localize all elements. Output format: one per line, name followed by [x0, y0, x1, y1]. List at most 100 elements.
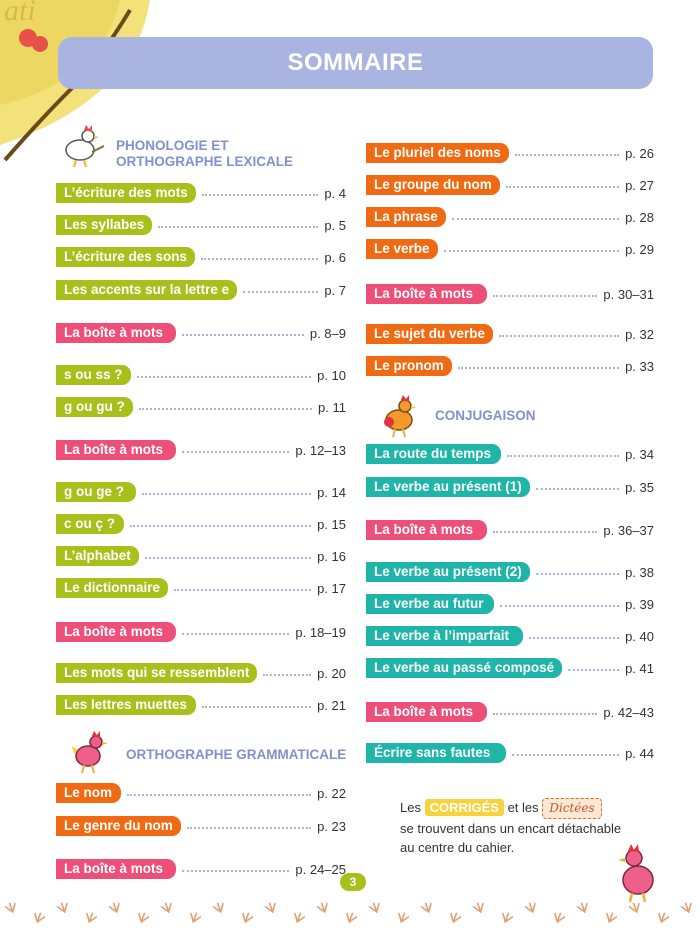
toc-entry[interactable]: Le groupe du nom p. 27 [366, 175, 654, 195]
hen-icon [618, 844, 654, 903]
toc-entry[interactable]: La boîte à mots p. 24–25 [56, 859, 346, 879]
footprint-mark [628, 902, 640, 913]
toc-entry[interactable]: La route du temps p. 34 [366, 444, 654, 464]
toc-entry-title: La boîte à mots [366, 702, 487, 722]
toc-entry-page: p. 11 [318, 399, 346, 415]
toc-entry[interactable]: Le sujet du verbe p. 32 [366, 324, 654, 344]
toc-entry-title: Le dictionnaire [56, 578, 169, 598]
toc-entry-page: p. 6 [324, 249, 346, 265]
toc-entry-page: p. 42–43 [603, 704, 654, 720]
page-number: 3 [340, 873, 366, 891]
toc-entry-title: L’écriture des sons [56, 247, 196, 267]
toc-entry[interactable]: Le verbe au passé composé p. 41 [366, 658, 654, 678]
toc-entry[interactable]: L’écriture des sons p. 6 [56, 247, 346, 267]
toc-entry[interactable]: L’écriture des mots p. 4 [56, 183, 346, 203]
section-orthographe-grammaticale: ORTHOGRAPHE GRAMMATICALE [68, 728, 346, 776]
leader-dots [182, 633, 290, 635]
toc-entry-page: p. 5 [324, 217, 346, 233]
footprint-mark [472, 902, 484, 913]
section-title-line: ORTHOGRAPHE LEXICALE [116, 154, 294, 169]
toc-entry[interactable]: La boîte à mots p. 30–31 [366, 284, 654, 304]
footprint-mark [160, 902, 172, 913]
toc-entry-title: Le verbe au présent (1) [366, 477, 530, 497]
footprint-mark [450, 912, 462, 923]
rooster-icon [384, 395, 417, 438]
leader-dots [535, 573, 620, 575]
toc-entry[interactable]: Le verbe p. 29 [366, 239, 654, 259]
footprint-mark [658, 912, 670, 923]
toc-entry-title: L’alphabet [56, 546, 139, 566]
toc-entry[interactable]: La boîte à mots p. 36–37 [366, 520, 654, 540]
leader-dots [451, 218, 620, 220]
toc-entry-page: p. 14 [317, 484, 346, 500]
toc-entry[interactable]: Les accents sur la lettre e p. 7 [56, 280, 346, 300]
note-text: et les [507, 800, 539, 815]
leader-dots [144, 557, 312, 559]
toc-entry[interactable]: Les mots qui se ressemblent p. 20 [56, 663, 346, 683]
toc-entry[interactable]: Le verbe à l’imparfait p. 40 [366, 626, 654, 646]
toc-entry[interactable]: La boîte à mots p. 12–13 [56, 440, 346, 460]
leader-dots [529, 637, 620, 639]
toc-entry-page: p. 16 [317, 548, 346, 564]
toc-entry-title: Les syllabes [56, 215, 153, 235]
leader-dots [130, 525, 312, 527]
footprint-mark [34, 912, 46, 923]
leader-dots [243, 291, 319, 293]
toc-entry[interactable]: La boîte à mots p. 42–43 [366, 702, 654, 722]
toc-entry[interactable]: Le pronom p. 33 [366, 356, 654, 376]
toc-entry[interactable]: La boîte à mots p. 18–19 [56, 622, 346, 642]
toc-entry-page: p. 34 [625, 446, 654, 462]
footprint-mark [4, 902, 16, 913]
toc-entry[interactable]: Les lettres muettes p. 21 [56, 695, 346, 715]
footprint-mark [138, 912, 150, 923]
leader-dots [493, 295, 598, 297]
toc-entry-page: p. 26 [625, 145, 654, 161]
leader-dots [457, 367, 620, 369]
toc-entry[interactable]: s ou ss ? p. 10 [56, 365, 346, 385]
toc-entry-title: La boîte à mots [56, 323, 176, 343]
toc-entry-title: s ou ss ? [56, 365, 131, 385]
section-title-line: PHONOLOGIE ET [116, 138, 229, 153]
leader-dots [201, 258, 319, 260]
toc-entry[interactable]: Le dictionnaire p. 17 [56, 578, 346, 598]
footprint-mark [190, 912, 202, 923]
leader-dots [493, 713, 598, 715]
toc-entry[interactable]: L’alphabet p. 16 [56, 546, 346, 566]
toc-entry[interactable]: g ou ge ? p. 14 [56, 482, 346, 502]
toc-entry[interactable]: c ou ç ? p. 15 [56, 514, 346, 534]
toc-entry[interactable]: Le verbe au futur p. 39 [366, 594, 654, 614]
toc-entry[interactable]: Le genre du nom p. 23 [56, 816, 346, 836]
toc-entry-title: Le pluriel des noms [366, 143, 509, 163]
footprint-mark [346, 912, 358, 923]
toc-entry-title: c ou ç ? [56, 514, 124, 534]
toc-entry-page: p. 39 [625, 596, 654, 612]
toc-entry[interactable]: La phrase p. 28 [366, 207, 654, 227]
toc-entry-title: Le verbe au futur [366, 594, 494, 614]
toc-entry-page: p. 7 [324, 282, 346, 298]
toc-entry[interactable]: g ou gu ? p. 11 [56, 397, 346, 417]
toc-entry-title: La boîte à mots [56, 622, 176, 642]
toc-entry-page: p. 27 [625, 177, 654, 193]
toc-entry-title: Le verbe au présent (2) [366, 562, 530, 582]
toc-entry[interactable]: Les syllabes p. 5 [56, 215, 346, 235]
toc-entry[interactable]: Le nom p. 22 [56, 783, 346, 803]
note-text: Les [400, 800, 421, 815]
footprint-mark [524, 902, 536, 913]
toc-entry-page: p. 24–25 [295, 861, 346, 877]
toc-entry[interactable]: La boîte à mots p. 8–9 [56, 323, 346, 343]
footprint-mark [242, 912, 254, 923]
toc-entry-title: Les accents sur la lettre e [56, 280, 238, 300]
leader-dots [182, 870, 290, 872]
toc-entry[interactable]: Le verbe au présent (1) p. 35 [366, 477, 654, 497]
page-title-banner: SOMMAIRE [58, 37, 653, 89]
toc-entry-title: g ou gu ? [56, 397, 133, 417]
toc-entry-title: L’écriture des mots [56, 183, 196, 203]
leader-dots [493, 531, 598, 533]
toc-entry[interactable]: Le verbe au présent (2) p. 38 [366, 562, 654, 582]
toc-entry[interactable]: Écrire sans fautes p. 44 [366, 743, 654, 763]
toc-entry-page: p. 21 [317, 697, 346, 713]
toc-entry-page: p. 36–37 [603, 522, 654, 538]
toc-entry[interactable]: Le pluriel des noms p. 26 [366, 143, 654, 163]
leader-dots [507, 455, 620, 457]
